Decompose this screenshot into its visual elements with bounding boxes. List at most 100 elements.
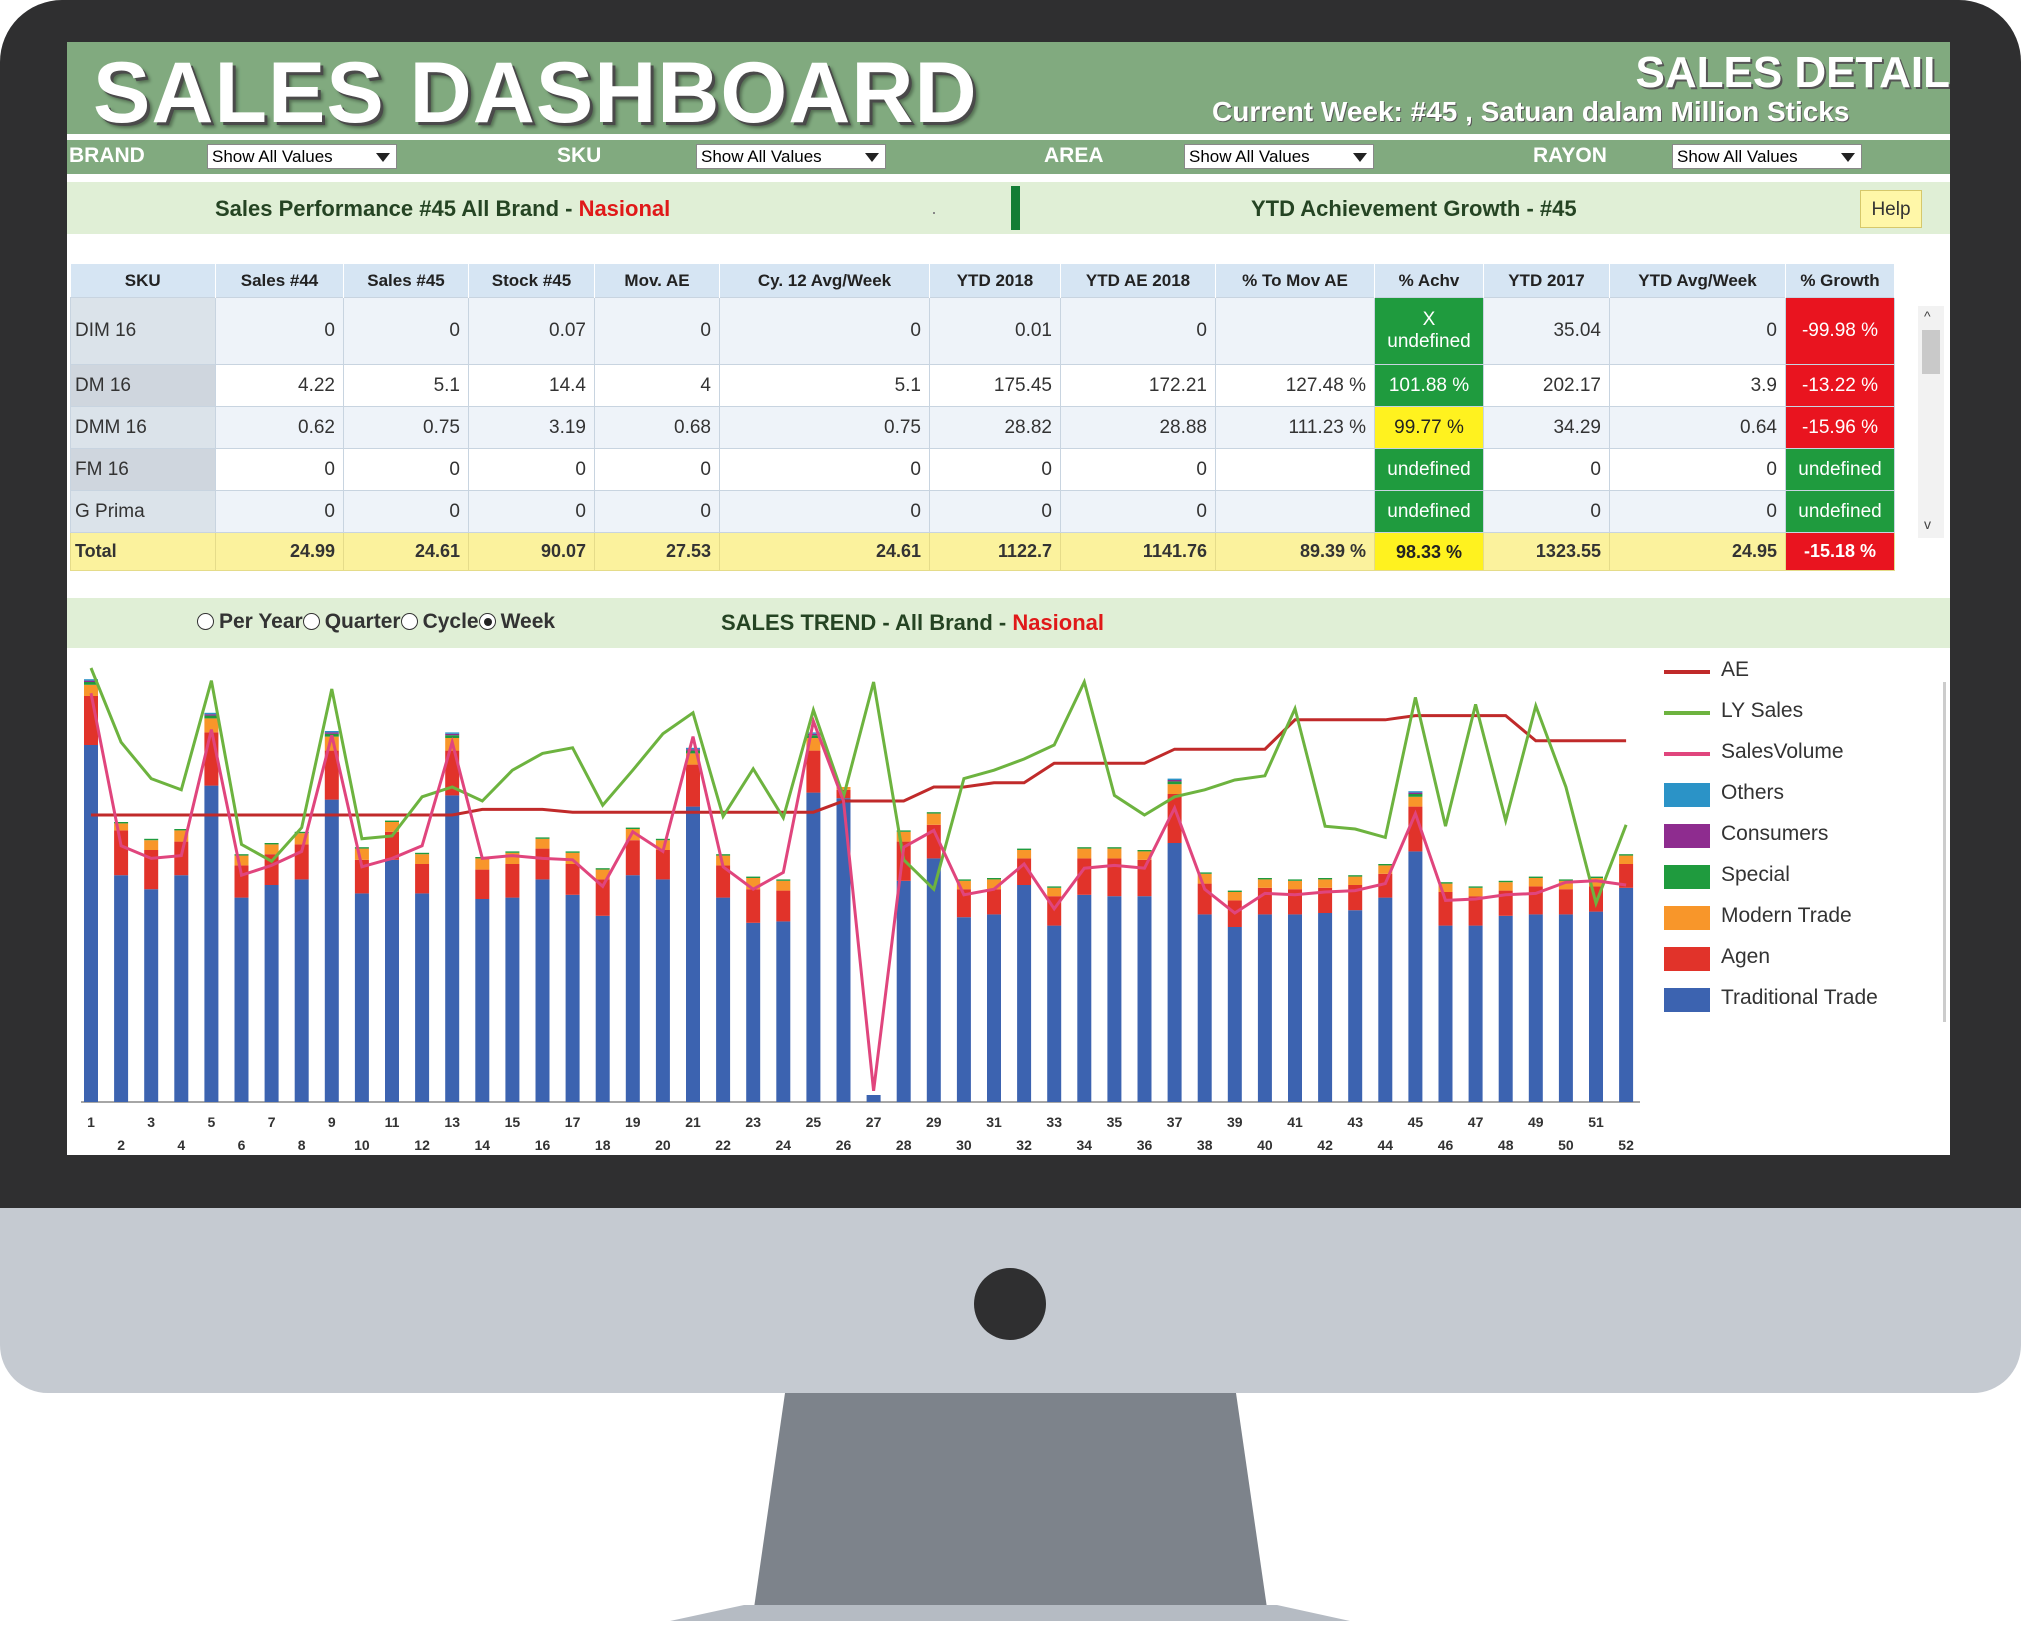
legend-label: Agen [1721, 945, 1771, 968]
radio-quarter[interactable]: Quarter [302, 610, 401, 634]
bar-special [956, 879, 971, 881]
bar-traditional-trade [1589, 911, 1603, 1102]
bar-special [144, 838, 159, 841]
monitor-power-button [974, 1268, 1046, 1340]
bar-agen [505, 864, 520, 898]
cell-sales45: 0 [343, 490, 469, 533]
bar-modern-trade [1047, 887, 1062, 897]
x-tick-label: 43 [1347, 1114, 1363, 1130]
table-header-row: SKU Sales #44 Sales #45 Stock #45 Mov. A… [70, 264, 1895, 298]
column-header-stock45[interactable]: Stock #45 [468, 264, 595, 298]
filter-label-area: AREA [1044, 144, 1104, 167]
bar-traditional-trade [415, 893, 430, 1102]
bar-agen [174, 841, 189, 876]
cell-ytd-avg-week: 0 [1609, 448, 1786, 491]
scroll-down-icon[interactable]: v [1924, 516, 1931, 532]
column-header-sales44[interactable]: Sales #44 [215, 264, 344, 298]
x-tick-label: 5 [208, 1114, 216, 1130]
x-tick-label: 50 [1558, 1137, 1574, 1152]
bar-others [686, 747, 700, 750]
radio-week[interactable]: Week [478, 610, 555, 634]
bar-others [445, 732, 460, 734]
decorative-dot [933, 212, 935, 214]
cell-growth: -15.96 % [1785, 406, 1895, 449]
bar-special [595, 868, 610, 870]
column-header-mov-ae[interactable]: Mov. AE [594, 264, 720, 298]
cell-ytd2017: 34.29 [1483, 406, 1610, 449]
table-scrollbar[interactable]: ^ v [1918, 306, 1944, 538]
column-header-ytd-avg-week[interactable]: YTD Avg/Week [1609, 264, 1786, 298]
x-tick-label: 46 [1438, 1137, 1454, 1152]
bar-modern-trade [595, 869, 610, 880]
help-button[interactable]: Help [1860, 190, 1922, 228]
bar-special [1619, 854, 1634, 856]
column-header-cy12-avg[interactable]: Cy. 12 Avg/Week [719, 264, 930, 298]
column-header-ytd-ae-2018[interactable]: YTD AE 2018 [1060, 264, 1216, 298]
x-tick-label: 1 [87, 1114, 95, 1130]
line-salesvolume [89, 692, 1627, 1091]
x-tick-label: 33 [1046, 1114, 1062, 1130]
sku-select[interactable]: Show All Values [696, 144, 886, 169]
legend-swatch [1664, 824, 1710, 848]
sales-trend-region: Nasional [1012, 610, 1105, 635]
screen: SALES DASHBOARD SALES DETAIL Current Wee… [67, 42, 1950, 1155]
bar-traditional-trade [625, 875, 640, 1102]
cell-sales44: 0.62 [215, 406, 344, 449]
cell-achv: undefined [1374, 448, 1484, 491]
bar-special [505, 851, 520, 853]
cell-stock45: 0 [468, 490, 595, 533]
bar-special [1468, 886, 1483, 888]
bar-modern-trade [204, 718, 219, 733]
radio-per-year[interactable]: Per Year [197, 610, 303, 634]
bar-modern-trade [746, 878, 761, 890]
bar-agen [445, 750, 460, 796]
chart-scrollbar[interactable] [1943, 682, 1946, 1022]
bar-traditional-trade [716, 897, 731, 1102]
bar-special [1077, 847, 1092, 849]
scroll-up-icon[interactable]: ^ [1924, 308, 1931, 324]
bar-traditional-trade [836, 798, 851, 1102]
x-tick-label: 45 [1408, 1114, 1424, 1130]
period-radio-group: Per Year Quarter Cycle Week [197, 610, 555, 634]
cell-mov-ae: 0 [594, 490, 720, 533]
column-header-ytd2018[interactable]: YTD 2018 [929, 264, 1061, 298]
cell-cy12-avg: 0 [719, 448, 930, 491]
column-header-to-mov-ae[interactable]: % To Mov AE [1215, 264, 1375, 298]
legend-label: SalesVolume [1721, 740, 1844, 763]
bar-traditional-trade [926, 858, 941, 1102]
bar-special [415, 852, 430, 855]
cell-stock45: 0 [468, 448, 595, 491]
cell-growth: undefined [1785, 490, 1895, 533]
area-select[interactable]: Show All Values [1184, 144, 1374, 169]
x-tick-label: 34 [1077, 1137, 1093, 1152]
bar-modern-trade [987, 879, 1001, 890]
scrollbar-thumb[interactable] [1922, 330, 1940, 374]
bar-special [264, 843, 279, 845]
column-header-ytd2017[interactable]: YTD 2017 [1483, 264, 1610, 298]
bar-traditional-trade [1197, 914, 1212, 1102]
column-header-sales45[interactable]: Sales #45 [343, 264, 469, 298]
cell-ytd2017: 1323.55 [1483, 532, 1610, 571]
x-tick-label: 47 [1468, 1114, 1484, 1130]
x-tick-label: 40 [1257, 1137, 1273, 1152]
bar-agen [565, 864, 580, 895]
bar-agen [1107, 858, 1122, 897]
bar-modern-trade [1288, 880, 1302, 890]
brand-select[interactable]: Show All Values [207, 144, 397, 169]
bar-traditional-trade [354, 893, 369, 1102]
bar-traditional-trade [1167, 843, 1182, 1102]
column-header-sku[interactable]: SKU [70, 264, 216, 298]
column-header-achv[interactable]: % Achv [1374, 264, 1484, 298]
cell-ytd-ae-2018: 172.21 [1060, 364, 1216, 407]
bar-others [806, 732, 821, 734]
sku-select-value: Show All Values [701, 147, 822, 166]
column-header-growth[interactable]: % Growth [1785, 264, 1895, 298]
cell-sku: DIM 16 [70, 297, 216, 365]
cell-sales45: 0 [343, 448, 469, 491]
bar-special [1318, 878, 1333, 880]
radio-cycle[interactable]: Cycle [400, 610, 479, 634]
cell-sales45: 0 [343, 297, 469, 365]
rayon-select[interactable]: Show All Values [1672, 144, 1862, 169]
bar-special [1498, 880, 1513, 883]
legend-label: Special [1721, 863, 1790, 886]
